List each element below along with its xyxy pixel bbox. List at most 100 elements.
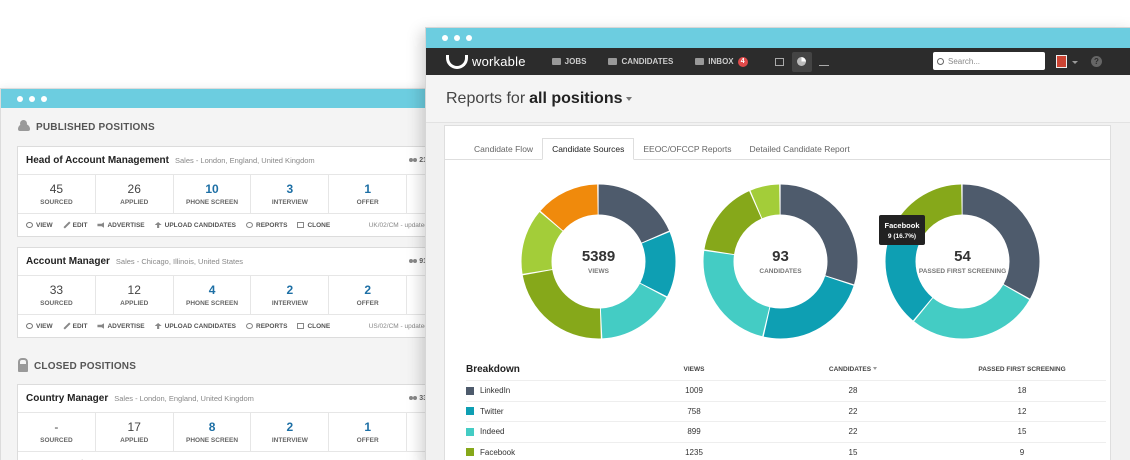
donut-slice[interactable] [885,184,1040,339]
window-dot[interactable] [17,95,23,102]
stat-phone-screen[interactable]: 10 PHONE SCREEN [174,175,252,213]
clone-icon [297,222,305,228]
position-location: Sales - Chicago, Illinois, United States [115,257,244,266]
avatar[interactable] [1056,55,1067,68]
chevron-down-icon[interactable] [626,96,633,101]
stat-interview[interactable]: 2 INTERVIEW [251,413,330,451]
calendar-button[interactable] [770,52,790,72]
stat-value: - [54,420,59,434]
candidate-count: 33 [409,395,427,402]
donut-slice[interactable] [703,184,858,339]
stat-value: 12 [127,283,141,297]
stat-offer[interactable]: 2 OFFER [329,276,408,314]
search-icon [937,57,944,65]
nav-inbox[interactable]: INBOX 4 [695,56,748,67]
table-row[interactable]: Twitter 758 22 12 [466,400,1106,422]
donut-slice[interactable] [703,184,858,339]
tab-candidate-flow[interactable]: Candidate Flow [474,144,534,154]
tab-candidate-sources[interactable]: Candidate Sources [542,138,635,160]
positions-selector[interactable]: all positions [529,89,623,107]
table-row[interactable]: Indeed 899 22 15 [466,421,1106,442]
stat-sourced[interactable]: 33 SOURCED [18,276,96,314]
column-views[interactable]: VIEWS [683,365,705,373]
upload-candidates-action[interactable]: UPLOAD CANDIDATES [154,222,236,229]
view-action[interactable]: VIEW [26,323,53,330]
table-row[interactable]: LinkedIn 1009 28 18 [466,380,1106,401]
search-box [933,52,1045,70]
advertise-action[interactable]: ADVERTISE [97,323,145,330]
nav-candidates[interactable]: CANDIDATES [608,57,673,66]
stat-offer[interactable]: 1 OFFER [329,413,408,451]
stat-value: 4 [208,283,216,297]
donut-slice[interactable] [703,184,858,339]
advertise-action[interactable]: ADVERTISE [97,222,145,229]
stat-applied[interactable]: 12 APPLIED [96,276,174,314]
chevron-down-icon[interactable] [1072,61,1078,64]
stat-applied[interactable]: 26 APPLIED [96,175,174,213]
action-label: CLONE [307,221,331,229]
donut-slice[interactable] [885,184,1040,339]
eye-icon [26,323,33,329]
stat-offer[interactable]: 1 OFFER [329,175,408,213]
stat-interview[interactable]: 2 INTERVIEW [251,276,330,314]
column-candidates-label: CANDIDATES [828,365,872,373]
stat-applied[interactable]: 17 APPLIED [96,413,174,451]
pencil-icon [63,323,70,329]
window-dot[interactable] [442,35,448,41]
stat-value: 33 [49,283,64,297]
window-dot[interactable] [41,95,47,102]
position-card-header: Country Manager Sales - London, England, … [18,385,429,412]
edit-action[interactable]: EDIT [63,323,88,330]
edit-action[interactable]: EDIT [63,222,88,229]
window-dot[interactable] [454,35,460,41]
passed-value: 18 [1017,386,1027,396]
clone-action[interactable]: CLONE [297,323,330,330]
candidate-count-value: 91 [419,258,427,265]
reports-action[interactable]: REPORTS [246,323,287,330]
activity-button[interactable] [814,52,834,72]
stat-phone-screen[interactable]: 4 PHONE SCREEN [174,276,252,314]
position-title[interactable]: Country Manager [26,393,109,404]
legend-swatch [466,427,474,436]
breakdown-header: Breakdown VIEWS CANDIDATES PASSED FIRST … [466,358,1106,380]
upload-icon [154,323,162,329]
stat-phone-screen[interactable]: 8 PHONE SCREEN [174,413,252,451]
clone-action[interactable]: CLONE [297,222,330,229]
reports-button[interactable] [791,51,812,72]
column-passed[interactable]: PASSED FIRST SCREENING [978,365,1066,373]
tab-eeoc-ofccp-reports[interactable]: EEOC/OFCCP Reports [643,144,732,154]
source-name: Facebook [466,448,649,457]
stat-interview[interactable]: 3 INTERVIEW [251,175,330,213]
cloud-icon [18,119,30,131]
donut-slice[interactable] [521,184,676,339]
table-row[interactable]: Facebook 1235 15 9 [466,441,1106,460]
stat-sourced[interactable]: - SOURCED [18,413,96,451]
donut-slice[interactable] [521,184,676,339]
pipeline-stats: 45 SOURCED 26 APPLIED 10 PHONE SCREEN 3 INTERVI… [18,174,429,214]
tab-detailed-candidate-report[interactable]: Detailed Candidate Report [749,144,850,154]
stat-value: 17 [127,420,141,434]
legend-swatch [466,448,474,457]
donut-slice[interactable] [521,184,676,339]
nav-jobs[interactable]: JOBS [551,57,586,66]
stat-label: INTERVIEW [271,199,308,206]
donut-slice[interactable] [885,184,1040,339]
position-title[interactable]: Account Manager [26,256,110,267]
view-action[interactable]: VIEW [26,222,53,229]
position-card: Country Manager Sales - London, England, … [17,384,429,460]
megaphone-icon [97,323,105,329]
upload-candidates-action[interactable]: UPLOAD CANDIDATES [154,323,236,330]
workable-logo[interactable]: workable [446,54,526,69]
window-dot[interactable] [29,95,35,102]
column-candidates[interactable]: CANDIDATES [739,366,967,373]
stat-value: 3 [286,182,294,196]
window-dot[interactable] [466,35,472,41]
search-input[interactable] [948,56,1038,66]
reports-action[interactable]: REPORTS [246,222,287,229]
stat-sourced[interactable]: 45 SOURCED [18,175,96,213]
help-icon[interactable]: ? [1091,56,1102,67]
clone-icon [297,323,305,329]
position-card: Account Manager Sales - Chicago, Illinois… [17,247,429,338]
action-label: EDIT [72,221,88,229]
position-title[interactable]: Head of Account Management [26,155,169,166]
